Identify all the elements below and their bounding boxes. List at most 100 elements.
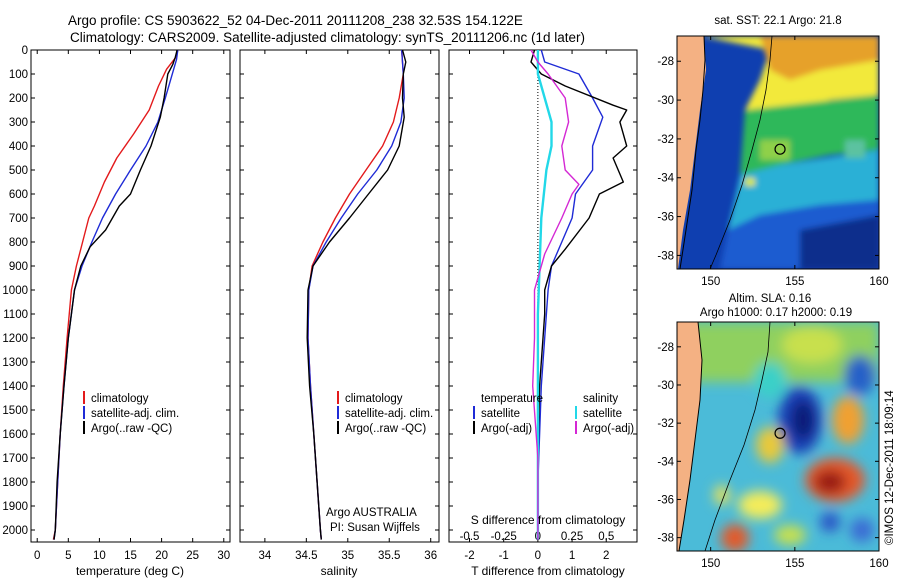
x-tick-label: -1 xyxy=(499,550,509,562)
series-line xyxy=(536,50,553,540)
australia-coast xyxy=(677,322,702,551)
temperature-xlabel: temperature (deg C) xyxy=(76,564,184,578)
y-tick-label: 800 xyxy=(9,237,28,249)
difference-axes xyxy=(448,49,638,543)
legend-climatology-label: climatology xyxy=(345,393,403,405)
legend-t-argo-label: Argo(-adj) xyxy=(481,423,532,435)
sst-map-panel: sat. SST: 22.1 Argo: 21.8 150 155 160 -28 -3… xyxy=(657,15,888,288)
map-x-tick-label: 155 xyxy=(785,558,804,570)
legend-satellite-label: satellite-adj. clim. xyxy=(345,408,433,420)
y-tick-label: 400 xyxy=(9,141,28,153)
y-tick-label: 0 xyxy=(22,45,28,57)
salinity-lines xyxy=(306,50,407,540)
sla-map-ticks: 150 155 160 -28 -30 -32 -34 -36 -38 xyxy=(657,322,889,570)
x-tick-label: 2 xyxy=(603,550,609,562)
s-diff-tick-label: 0.5 xyxy=(598,531,614,543)
y-tick-label: 1100 xyxy=(3,309,28,321)
x-tick-label: 0 xyxy=(34,550,40,562)
sla-map-title: Altim. SLA: 0.16 xyxy=(729,293,811,305)
x-tick-label: 35.5 xyxy=(378,550,400,562)
x-tick-label: 20 xyxy=(155,550,168,562)
map-y-tick-label: -30 xyxy=(657,380,674,392)
legend-salinity-title: salinity xyxy=(583,393,618,405)
y-tick-label: 1000 xyxy=(2,285,28,297)
map-y-tick-label: -32 xyxy=(657,134,674,146)
map-y-tick-label: -38 xyxy=(657,250,674,262)
figure-title-line2: Climatology: CARS2009. Satellite-adjuste… xyxy=(70,30,585,45)
salinity-legend: climatology satellite-adj. clim. Argo(..… xyxy=(337,391,433,435)
difference-panel: -2 -1 0 1 2 -0.5 -0.25 0 0.25 0.5 S difference f… xyxy=(448,49,638,578)
s-diff-tick-label: -0.5 xyxy=(460,531,480,543)
temperature-legend: climatology satellite-adj. clim. Argo(..… xyxy=(83,391,179,435)
y-tick-label: 1800 xyxy=(2,477,28,489)
legend-t-satellite-label: satellite xyxy=(481,408,520,420)
sla-map-subtitle: Argo h1000: 0.17 h2000: 0.19 xyxy=(700,307,852,319)
map-x-tick-label: 160 xyxy=(869,276,888,288)
series-line xyxy=(53,50,178,540)
series-line xyxy=(530,50,628,540)
credit-line1: Argo AUSTRALIA xyxy=(326,507,417,519)
x-tick-label: 1 xyxy=(569,550,575,562)
x-tick-label: 36 xyxy=(424,550,437,562)
map-x-tick-label: 150 xyxy=(701,558,720,570)
map-y-tick-label: -32 xyxy=(657,418,674,430)
difference-y-ticks xyxy=(449,49,637,531)
legend-temperature-title: temperature xyxy=(481,393,543,405)
credit-line2: PI: Susan Wijffels xyxy=(330,522,420,534)
map-x-tick-label: 150 xyxy=(701,276,720,288)
temperature-lines xyxy=(52,50,179,540)
x-tick-label: 5 xyxy=(65,550,71,562)
map-y-tick-label: -36 xyxy=(657,212,674,224)
y-tick-label: 600 xyxy=(9,189,28,201)
map-y-tick-label: -38 xyxy=(657,533,674,545)
y-tick-label: 2000 xyxy=(2,525,28,537)
x-tick-label: 30 xyxy=(217,550,230,562)
y-tick-label: 300 xyxy=(9,117,28,129)
legend-s-argo-label: Argo(-adj) xyxy=(583,423,634,435)
series-line xyxy=(530,50,580,540)
y-tick-label: 1200 xyxy=(2,333,28,345)
salinity-panel: 34 34.5 35 35.5 36 salinity climatology sate… xyxy=(239,49,440,578)
salinity-x-ticks: 34 34.5 35 35.5 36 xyxy=(258,50,437,562)
series-line xyxy=(537,50,604,540)
map-y-tick-label: -36 xyxy=(657,494,674,506)
salinity-y-ticks xyxy=(240,49,439,531)
y-tick-label: 1900 xyxy=(2,501,28,513)
y-tick-label: 1300 xyxy=(2,357,28,369)
float-position-marker xyxy=(774,427,786,439)
y-tick-label: 1400 xyxy=(2,381,28,393)
figure-title-line1: Argo profile: CS 5903622_52 04-Dec-2011 … xyxy=(68,13,523,28)
imos-timestamp: ©IMOS 12-Dec-2011 18:09:14 xyxy=(884,390,896,545)
x-tick-label: 34.5 xyxy=(295,550,317,562)
x-tick-label: -2 xyxy=(464,550,474,562)
y-tick-label: 700 xyxy=(9,213,28,225)
x-tick-label: 35 xyxy=(341,550,354,562)
sla-map-panel: Altim. SLA: 0.16 Argo h1000: 0.17 h2000:… xyxy=(657,293,888,570)
s-diff-tick-label: 0.25 xyxy=(561,531,583,543)
depth-axis-ticks: 0 100 200 300 400 500 600 700 800 900 1000 1100 1200… xyxy=(2,45,230,537)
difference-x-ticks: -2 -1 0 1 2 xyxy=(464,50,609,562)
x-tick-label: 15 xyxy=(124,550,137,562)
sst-map-frame xyxy=(676,35,880,270)
series-line xyxy=(306,50,407,540)
y-tick-label: 500 xyxy=(9,165,28,177)
map-y-tick-label: -28 xyxy=(657,342,674,354)
australia-coast xyxy=(677,36,706,269)
x-tick-label: 0 xyxy=(535,550,541,562)
x-tick-label: 10 xyxy=(93,550,106,562)
legend-s-satellite-label: satellite xyxy=(583,408,622,420)
sst-map-image xyxy=(677,36,879,269)
map-x-tick-label: 155 xyxy=(785,276,804,288)
y-tick-label: 1700 xyxy=(2,453,28,465)
y-tick-label: 100 xyxy=(9,69,28,81)
float-position-marker xyxy=(774,143,786,155)
map-y-tick-label: -30 xyxy=(657,95,674,107)
sla-map-image xyxy=(677,322,879,551)
sst-map-title: sat. SST: 22.1 Argo: 21.8 xyxy=(714,15,841,27)
legend-argo-label: Argo(..raw -QC) xyxy=(91,423,172,435)
temperature-axes xyxy=(30,49,231,543)
map-x-tick-label: 160 xyxy=(869,558,888,570)
salinity-axes xyxy=(239,49,440,543)
map-y-tick-label: -34 xyxy=(657,456,674,468)
